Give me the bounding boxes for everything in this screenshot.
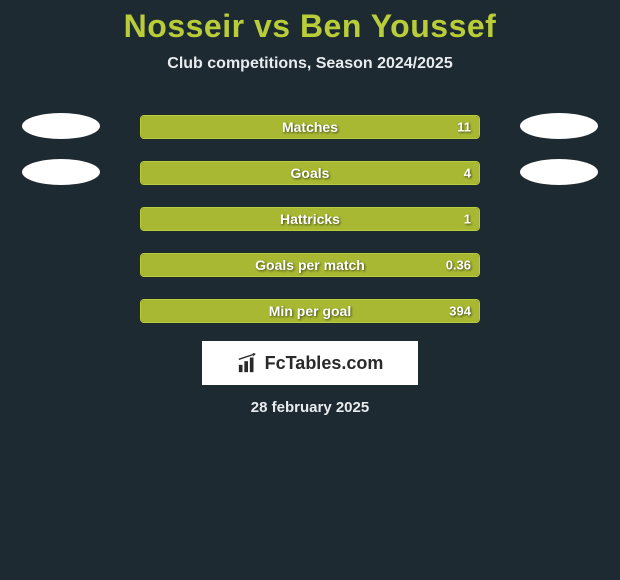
stat-bar: Matches 11 [140, 115, 480, 139]
player-right-oval [520, 113, 598, 139]
stat-row: Matches 11 [0, 103, 620, 149]
logo-text: FcTables.com [265, 353, 384, 374]
page-title: Nosseir vs Ben Youssef [0, 8, 620, 45]
stat-label: Goals per match [255, 257, 365, 273]
stat-row: Hattricks 1 [0, 195, 620, 241]
stat-value-right: 4 [464, 166, 471, 181]
stat-label: Min per goal [269, 303, 351, 319]
stat-row: Min per goal 394 [0, 287, 620, 333]
bar-chart-icon [237, 352, 259, 374]
stat-value-right: 1 [464, 212, 471, 227]
comparison-widget: Nosseir vs Ben Youssef Club competitions… [0, 0, 620, 416]
stat-row: Goals 4 [0, 149, 620, 195]
stat-label: Hattricks [280, 211, 340, 227]
date-line: 28 february 2025 [0, 399, 620, 416]
stat-bar: Goals 4 [140, 161, 480, 185]
stat-bar: Goals per match 0.36 [140, 253, 480, 277]
stat-value-right: 11 [457, 120, 471, 135]
logo-box[interactable]: FcTables.com [202, 341, 418, 385]
stat-value-right: 394 [449, 304, 471, 319]
player-left-oval [22, 113, 100, 139]
page-subtitle: Club competitions, Season 2024/2025 [0, 55, 620, 73]
player-left-oval [22, 159, 100, 185]
stat-rows: Matches 11 Goals 4 Hattricks 1 Goals per match… [0, 103, 620, 333]
stat-label: Goals [291, 165, 330, 181]
stat-label: Matches [282, 119, 338, 135]
stat-bar: Hattricks 1 [140, 207, 480, 231]
player-right-oval [520, 159, 598, 185]
stat-row: Goals per match 0.36 [0, 241, 620, 287]
stat-value-right: 0.36 [446, 258, 471, 273]
stat-bar: Min per goal 394 [140, 299, 480, 323]
